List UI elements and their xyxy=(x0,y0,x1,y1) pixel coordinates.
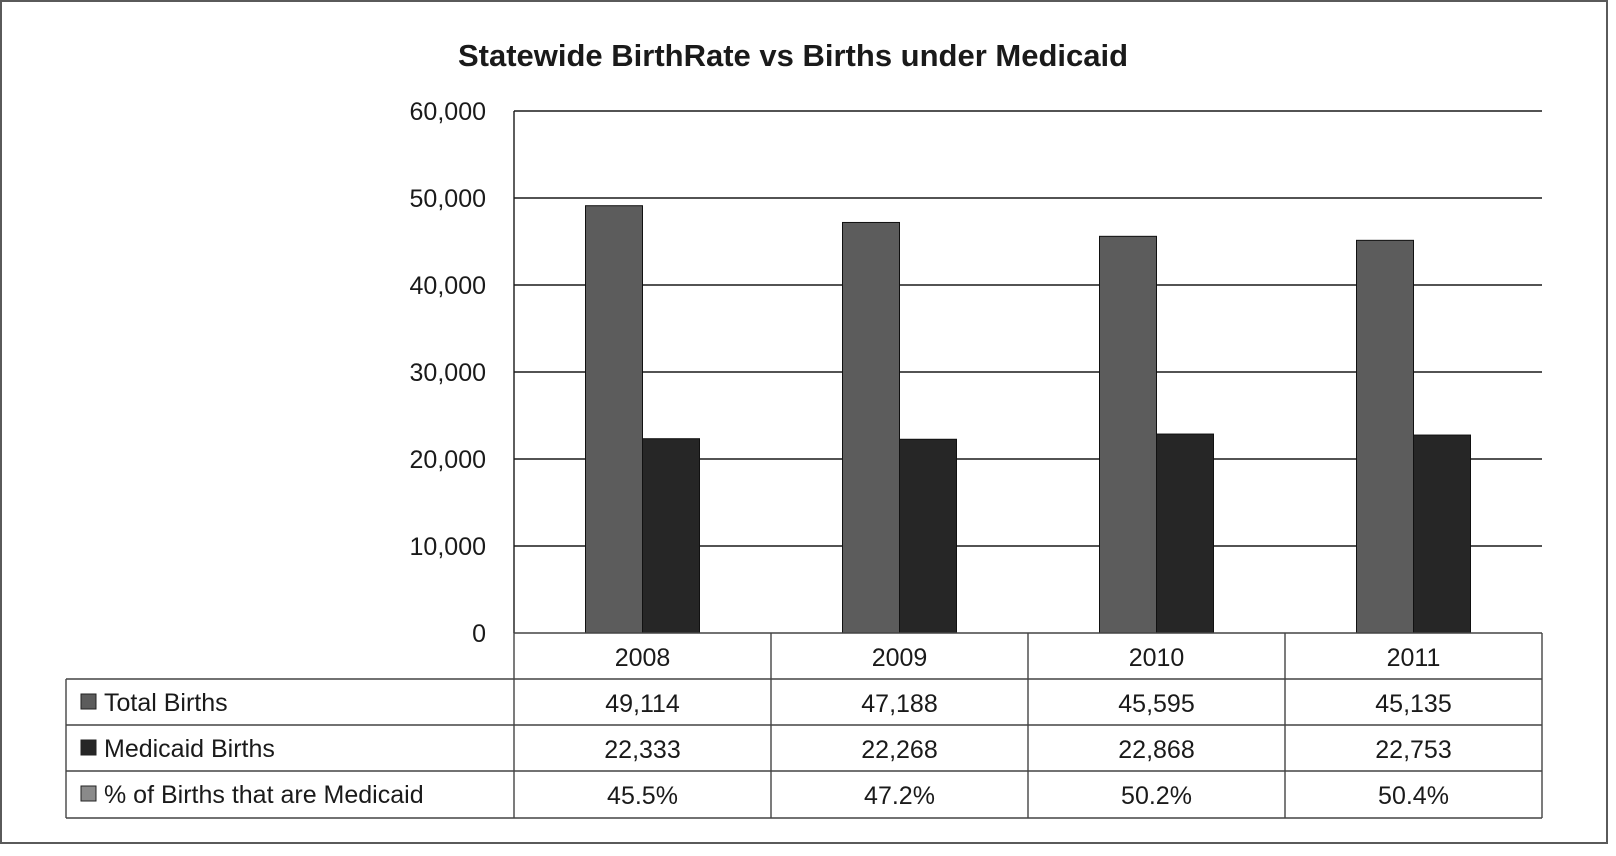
bar-medicaid-births-2008 xyxy=(642,438,700,634)
y-axis-ticks: 0 10,000 20,000 30,000 40,000 50,000 60,000 xyxy=(410,98,486,648)
data-label: 22,268 xyxy=(861,736,937,764)
data-label: 45,595 xyxy=(1118,690,1194,718)
legend-key xyxy=(80,693,97,710)
legend-key xyxy=(80,739,97,756)
bar-total-births-2010 xyxy=(1099,235,1157,634)
legend-key xyxy=(80,785,97,802)
chart-title: Statewide BirthRate vs Births under Medi… xyxy=(458,38,1128,73)
data-label: 22,868 xyxy=(1118,736,1194,764)
legend-label: % of Births that are Medicaid xyxy=(104,781,424,809)
y-tick-label: 40,000 xyxy=(410,272,486,300)
data-label: 47,188 xyxy=(861,690,937,718)
data-label: 45,135 xyxy=(1375,690,1451,718)
x-tick-label: 2011 xyxy=(1387,644,1441,672)
y-tick-label: 20,000 xyxy=(410,446,486,474)
data-label: 50.2% xyxy=(1121,782,1192,810)
y-tick-label: 60,000 xyxy=(410,98,486,126)
data-label: 49,114 xyxy=(605,690,680,718)
bars xyxy=(585,205,1471,634)
y-tick-label: 50,000 xyxy=(410,185,486,213)
y-tick-label: 30,000 xyxy=(410,359,486,387)
x-tick-label: 2010 xyxy=(1129,644,1185,672)
x-tick-label: 2008 xyxy=(615,644,671,672)
bar-medicaid-births-2009 xyxy=(899,438,957,634)
data-label: 47.2% xyxy=(864,782,935,810)
bar-medicaid-births-2011 xyxy=(1413,434,1471,634)
data-table: 2008 2009 2010 2011 Total Births 49,114 47,188… xyxy=(65,632,1543,819)
legend-label: Medicaid Births xyxy=(104,735,275,763)
bar-total-births-2009 xyxy=(842,221,900,634)
data-label: 22,753 xyxy=(1375,736,1451,764)
bar-total-births-2011 xyxy=(1356,239,1414,634)
bar-medicaid-births-2010 xyxy=(1156,433,1214,634)
y-tick-label: 10,000 xyxy=(410,533,486,561)
data-label: 22,333 xyxy=(604,736,680,764)
x-tick-label: 2009 xyxy=(872,644,928,672)
y-tick-label: 0 xyxy=(472,620,486,648)
data-label: 45.5% xyxy=(607,782,678,810)
bar-total-births-2008 xyxy=(585,205,643,634)
legend-label: Total Births xyxy=(104,689,228,717)
data-label: 50.4% xyxy=(1378,782,1449,810)
